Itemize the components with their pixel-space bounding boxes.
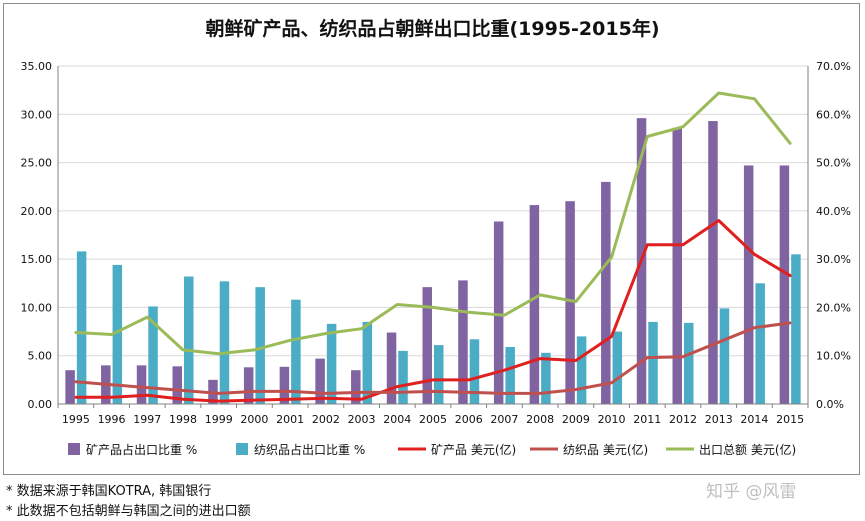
legend: 矿产品占出口比重 % 纺织品占出口比重 % 矿产品 美元(亿) 纺织品 美元(亿) 出口… (68, 442, 796, 457)
x-axis-tick-label: 2013 (705, 413, 733, 426)
textile-share-bar (76, 251, 87, 404)
right-axis-tick-label: 60.0% (816, 108, 851, 121)
x-axis-tick-label: 2003 (348, 413, 376, 426)
mineral-share-bar (172, 366, 182, 404)
textile-share-bar (112, 264, 123, 404)
gridlines (58, 65, 808, 357)
x-axis-tick-label: 1995 (62, 413, 90, 426)
mineral-share-bar (743, 165, 754, 404)
right-axis-tick-label: 10.0% (816, 350, 851, 363)
mineral-share-bar (243, 367, 254, 404)
mineral-share-bar (601, 181, 611, 404)
export-total-line (74, 91, 792, 356)
mineral-share-bar (565, 201, 575, 404)
textile-share-bar (791, 254, 801, 404)
legend-mineral-usd-label: 矿产品 美元(亿) (431, 442, 516, 457)
x-axis-tick-label: 1997 (133, 413, 161, 426)
mineral-share-bar (351, 370, 361, 404)
x-axis-tick-label: 2011 (633, 413, 661, 426)
mineral-share-bar (672, 127, 682, 404)
right-axis-tick-label: 40.0% (816, 205, 851, 218)
left-axis-tick-label: 15.00 (21, 253, 53, 266)
legend-textile-share-swatch (236, 443, 248, 455)
axes: 0.00 0.0% 5.00 10.0% 10.00 20.0% 15.00 30.0% 20.… (21, 60, 851, 426)
textile-share-bar (291, 299, 301, 404)
chart-frame (3, 3, 860, 475)
x-axis-tick-label: 2000 (240, 413, 268, 426)
x-axis-tick-label: 2002 (312, 413, 340, 426)
textile-share-bar (648, 321, 658, 404)
textile-share-bar (576, 336, 587, 404)
legend-textile-share-label: 纺织品占出口比重 % (254, 442, 365, 457)
textile-usd-line (74, 321, 792, 395)
mineral-share-bar (708, 121, 718, 404)
chart-title: 朝鲜矿产品、纺织品占朝鲜出口比重(1995-2015年) (205, 18, 660, 40)
left-axis-tick-label: 10.00 (21, 301, 53, 314)
textile-share-bar (612, 331, 623, 404)
textile-share-bar (755, 283, 765, 404)
mineral-share-bar (65, 370, 75, 404)
mineral-share-bar (458, 280, 468, 404)
mineral-share-bar (422, 287, 432, 404)
mineral-share-bar (315, 358, 325, 404)
bars (65, 118, 801, 405)
x-axis-tick-label: 2006 (455, 413, 483, 426)
legend-mineral-share-label: 矿产品占出口比重 % (86, 442, 197, 457)
textile-share-bar (434, 345, 444, 404)
scope-note: * 此数据不包括朝鲜与韩国之间的进出口额 (6, 504, 251, 519)
textile-share-bar (541, 352, 551, 404)
right-axis-tick-label: 30.0% (816, 253, 851, 266)
right-axis-tick-label: 50.0% (816, 157, 851, 170)
watermark-text: 知乎 @风雷 (706, 482, 797, 502)
textile-share-bar (505, 347, 515, 404)
x-axis-tick-label: 2009 (562, 413, 590, 426)
left-axis-tick-label: 0.00 (28, 398, 53, 411)
mineral-share-bar (529, 205, 540, 404)
x-axis-tick-label: 1999 (205, 413, 233, 426)
x-axis-tick-label: 2008 (526, 413, 554, 426)
x-axis-tick-label: 2010 (598, 413, 626, 426)
x-axis-tick-label: 2004 (383, 413, 411, 426)
x-axis-tick-label: 2015 (776, 413, 804, 426)
legend-textile-usd-label: 纺织品 美元(亿) (563, 442, 648, 457)
left-axis-tick-label: 25.00 (21, 157, 53, 170)
mineral-share-bar (386, 332, 397, 404)
textile-share-bar (184, 276, 194, 404)
x-axis-tick-label: 2001 (276, 413, 304, 426)
right-axis-tick-label: 0.0% (816, 398, 844, 411)
textile-share-bar (326, 323, 337, 404)
chart-canvas: 0.00 0.0% 5.00 10.0% 10.00 20.0% 15.00 30.0% 20.… (21, 60, 851, 457)
textile-share-bar (469, 339, 480, 404)
left-axis-tick-label: 35.00 (21, 60, 53, 73)
legend-mineral-share-swatch (68, 443, 80, 455)
mineral-share-bar (493, 221, 504, 404)
mineral-usd-line (74, 219, 792, 403)
textile-share-bar (148, 306, 158, 404)
x-axis-tick-label: 1996 (98, 413, 126, 426)
textile-share-bar (719, 308, 730, 404)
textile-share-bar (398, 350, 408, 404)
source-note: * 数据来源于韩国KOTRA, 韩国银行 (6, 484, 212, 499)
mineral-share-bar (779, 165, 790, 404)
textile-share-bar (684, 322, 694, 404)
x-axis-tick-label: 2007 (490, 413, 518, 426)
mineral-share-bar (136, 365, 147, 404)
legend-export-total-label: 出口总额 美元(亿) (699, 442, 796, 457)
right-axis-tick-label: 70.0% (816, 60, 851, 73)
x-axis-tick-label: 2012 (669, 413, 697, 426)
right-axis-tick-label: 20.0% (816, 301, 851, 314)
mineral-share-bar (279, 366, 290, 404)
textile-share-bar (219, 281, 230, 404)
left-axis-tick-label: 30.00 (21, 108, 53, 121)
left-axis-tick-label: 20.00 (21, 205, 53, 218)
x-axis-tick-label: 1998 (169, 413, 197, 426)
x-axis-tick-label: 2005 (419, 413, 447, 426)
textile-share-bar (362, 321, 373, 404)
left-axis-tick-label: 5.00 (28, 350, 53, 363)
textile-share-bar (255, 287, 265, 404)
x-axis-tick-label: 2014 (740, 413, 768, 426)
lines (74, 91, 792, 403)
